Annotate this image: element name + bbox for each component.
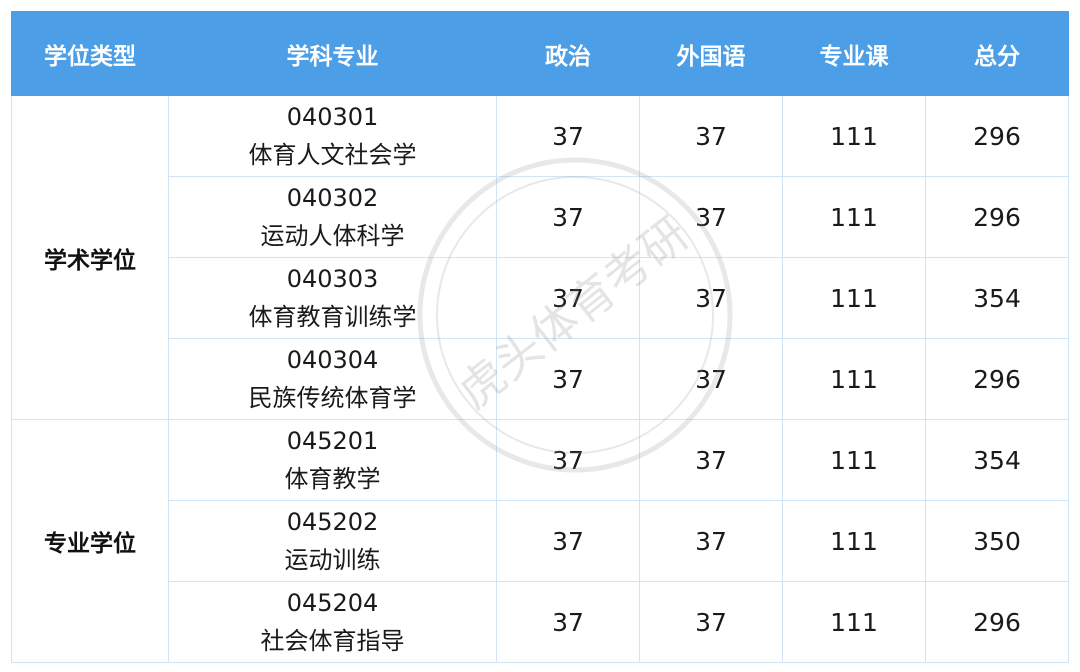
table-row: 专业学位 045201 体育教学 37 37 111 354 bbox=[11, 419, 1069, 663]
major-cell: 040303 体育教育训练学 bbox=[168, 257, 497, 339]
major-cell: 045204 社会体育指导 bbox=[168, 581, 497, 663]
politics-score: 37 bbox=[496, 257, 640, 339]
score-table: 学位类型 学科专业 政治 外国语 专业课 总分 学术学位 040301 体育人文社会… bbox=[11, 11, 1069, 663]
major-code: 045201 bbox=[286, 427, 379, 455]
foreign-language-score: 37 bbox=[639, 338, 783, 420]
header-row: 学位类型 学科专业 政治 外国语 专业课 总分 bbox=[11, 11, 1069, 96]
total-score: 296 bbox=[925, 176, 1069, 258]
total-score: 296 bbox=[925, 338, 1069, 420]
major-code: 045204 bbox=[286, 589, 379, 617]
major-cell: 040301 体育人文社会学 bbox=[168, 95, 497, 177]
major-name: 运动人体科学 bbox=[260, 222, 405, 250]
politics-score: 37 bbox=[496, 419, 640, 501]
table-row: 045202 运动训练 37 37 111 350 bbox=[12, 500, 1069, 582]
politics-score: 37 bbox=[496, 500, 640, 582]
politics-score: 37 bbox=[496, 338, 640, 420]
header-foreign-language: 外国语 bbox=[639, 11, 783, 96]
major-name: 运动训练 bbox=[284, 546, 381, 574]
politics-score: 37 bbox=[496, 581, 640, 663]
header-degree-type: 学位类型 bbox=[11, 11, 169, 96]
table-row: 学术学位 040301 体育人文社会学 37 37 111 296 bbox=[11, 95, 1069, 420]
major-course-score: 111 bbox=[782, 338, 926, 420]
foreign-language-score: 37 bbox=[639, 419, 783, 501]
major-name: 体育教育训练学 bbox=[248, 303, 417, 331]
major-code: 040302 bbox=[286, 184, 379, 212]
table-row: 040303 体育教育训练学 37 37 111 354 bbox=[12, 257, 1069, 339]
politics-score: 37 bbox=[496, 95, 640, 177]
degree-type-cell: 专业学位 bbox=[11, 419, 169, 663]
major-course-score: 111 bbox=[782, 581, 926, 663]
total-score: 350 bbox=[925, 500, 1069, 582]
total-score: 354 bbox=[925, 419, 1069, 501]
major-cell: 045201 体育教学 bbox=[168, 419, 497, 501]
major-code: 040303 bbox=[286, 265, 379, 293]
major-cell: 045202 运动训练 bbox=[168, 500, 497, 582]
major-code: 045202 bbox=[286, 508, 379, 536]
major-course-score: 111 bbox=[782, 500, 926, 582]
table-row: 045204 社会体育指导 37 37 111 296 bbox=[12, 581, 1069, 663]
header-politics: 政治 bbox=[496, 11, 640, 96]
major-code: 040304 bbox=[286, 346, 379, 374]
total-score: 354 bbox=[925, 257, 1069, 339]
foreign-language-score: 37 bbox=[639, 500, 783, 582]
foreign-language-score: 37 bbox=[639, 581, 783, 663]
table-row: 040302 运动人体科学 37 37 111 296 bbox=[12, 176, 1069, 258]
table-row: 040304 民族传统体育学 37 37 111 296 bbox=[12, 338, 1069, 420]
major-cell: 040302 运动人体科学 bbox=[168, 176, 497, 258]
foreign-language-score: 37 bbox=[639, 176, 783, 258]
major-course-score: 111 bbox=[782, 419, 926, 501]
total-score: 296 bbox=[925, 581, 1069, 663]
major-course-score: 111 bbox=[782, 95, 926, 177]
major-name: 体育教学 bbox=[284, 465, 381, 493]
major-course-score: 111 bbox=[782, 257, 926, 339]
header-total: 总分 bbox=[925, 11, 1069, 96]
major-cell: 040304 民族传统体育学 bbox=[168, 338, 497, 420]
major-course-score: 111 bbox=[782, 176, 926, 258]
major-code: 040301 bbox=[286, 103, 379, 131]
header-major: 学科专业 bbox=[168, 11, 497, 96]
degree-type-cell: 学术学位 bbox=[11, 95, 169, 420]
major-name: 社会体育指导 bbox=[260, 627, 405, 655]
foreign-language-score: 37 bbox=[639, 95, 783, 177]
politics-score: 37 bbox=[496, 176, 640, 258]
major-name: 体育人文社会学 bbox=[248, 141, 417, 169]
foreign-language-score: 37 bbox=[639, 257, 783, 339]
total-score: 296 bbox=[925, 95, 1069, 177]
major-name: 民族传统体育学 bbox=[248, 384, 417, 412]
header-major-course: 专业课 bbox=[782, 11, 926, 96]
